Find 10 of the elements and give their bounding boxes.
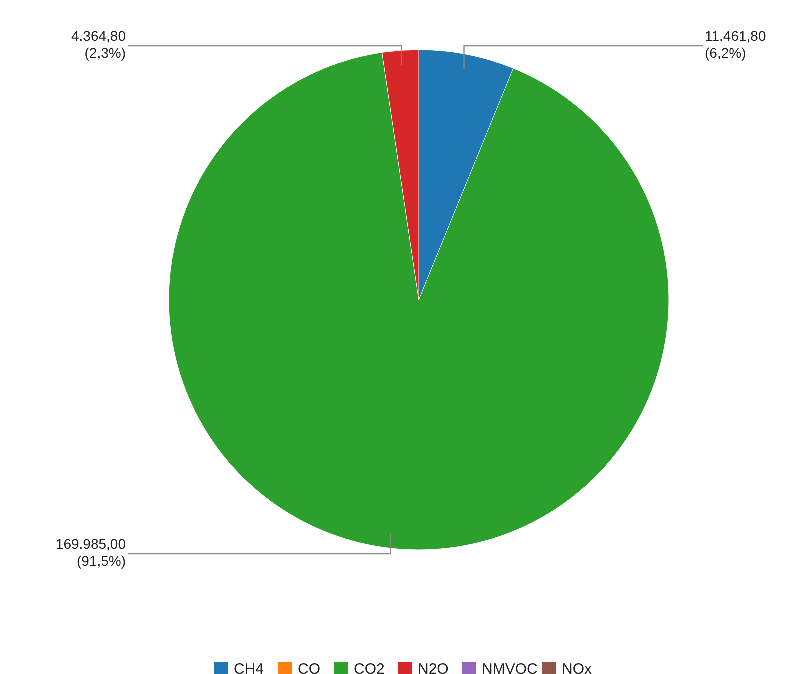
legend-label: N2O [418,661,449,674]
pie-slice [168,52,670,550]
data-label: 11.461,80 (6,2%) [705,28,766,61]
data-label: 169.985,00 (91,5%) [56,536,126,569]
data-label: 4.364,80 (2,3%) [72,28,126,61]
legend-label: CH4 [234,661,264,674]
legend-label: NOx [562,661,592,674]
legend-label: CO2 [354,661,385,674]
legend-label: NMVOC [482,661,538,674]
legend-label: CO [298,661,320,674]
